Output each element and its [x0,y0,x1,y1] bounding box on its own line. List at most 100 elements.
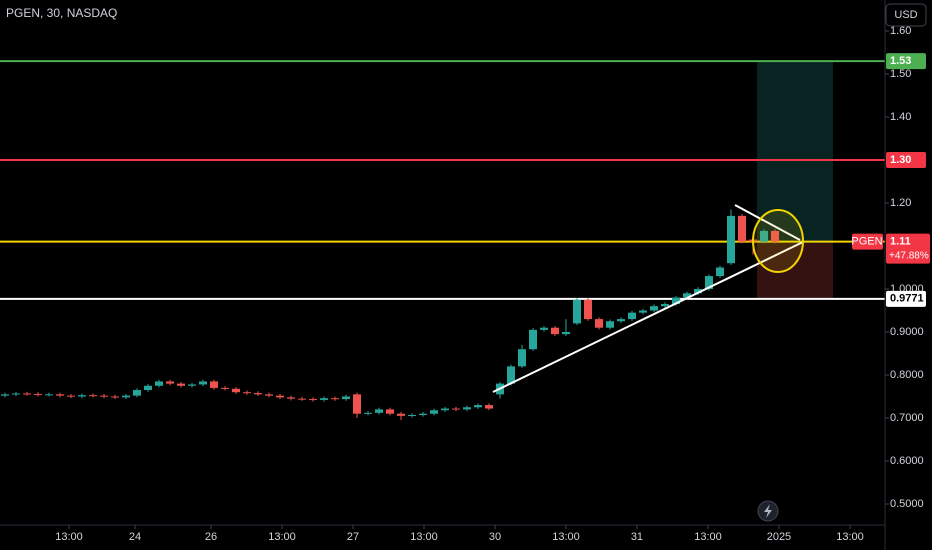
candle-body [66,395,75,397]
level-label: 1.30 [890,154,911,166]
last-price: 1.11 [890,236,911,248]
x-tick-label: 13:00 [410,531,438,543]
y-tick-label: 0.9000 [890,326,924,338]
x-tick-label: 2025 [767,531,791,543]
y-tick-label: 0.7000 [890,412,924,424]
last-price-box [886,233,930,264]
candle-body [11,393,20,395]
candle-body [319,398,328,400]
candle-body [726,215,735,264]
lightning-icon[interactable] [764,504,772,518]
candle-body [506,366,515,384]
candle-body [143,385,152,391]
candle-body [550,327,559,335]
candle-body [418,413,427,415]
candle-body [451,408,460,410]
candle-body [572,299,581,324]
candle-body [187,384,196,386]
x-tick-label: 13:00 [55,531,83,543]
y-tick-label: 1.20 [890,197,911,209]
candle-body [330,398,339,400]
x-tick-label: 31 [631,531,643,543]
x-tick-label: 30 [489,531,501,543]
candle-body [22,393,31,395]
candle-body [55,394,64,396]
candle-body [352,394,361,414]
candle-body [308,399,317,401]
candle-body [594,319,603,328]
candle-body [121,395,130,398]
chart-title: PGEN, 30, NASDAQ [6,6,117,20]
candle-body [0,394,9,396]
x-tick-label: 13:00 [268,531,296,543]
candle-body [517,349,526,367]
candle-body [209,381,218,388]
candle-body [462,407,471,410]
candle-body [715,267,724,277]
candle-body [33,393,42,395]
candle-body [737,215,746,242]
candle-body [374,409,383,413]
x-tick-label: 13:00 [694,531,722,543]
x-tick-label: 24 [129,531,141,543]
candle-body [165,381,174,384]
candle-body [385,409,394,414]
candle-body [132,390,141,396]
y-tick-label: 0.5000 [890,498,924,510]
y-tick-label: 0.8000 [890,369,924,381]
candle-body [198,381,207,385]
candle-body [627,312,636,320]
candle-body [638,310,647,313]
candle-body [660,304,669,307]
candle-body [253,393,262,395]
candle-body [407,414,416,416]
y-tick-label: 1.50 [890,68,911,80]
currency-button[interactable] [885,3,927,27]
candle-body [363,412,372,414]
candle-body [605,321,614,328]
candle-body [286,397,295,399]
candle-body [770,230,779,242]
candle-body [759,230,768,242]
candle-body [484,405,493,409]
level-label: 0.9771 [890,293,924,305]
candle-body [88,395,97,397]
candle-body [682,293,691,298]
candle-body [264,394,273,396]
candle-body [77,395,86,397]
x-tick-label: 13:00 [552,531,580,543]
candle-body [473,405,482,408]
x-tick-label: 13:00 [836,531,864,543]
y-tick-label: 0.6000 [890,455,924,467]
candle-body [649,306,658,311]
candle-body [539,327,548,330]
candle-body [693,288,702,294]
x-tick-label: 27 [347,531,359,543]
candle-body [440,408,449,411]
symbol-tag [852,233,883,250]
candle-body [528,329,537,350]
x-tick-label: 26 [205,531,217,543]
candle-body [616,319,625,322]
candle-body [671,297,680,305]
candle-body [704,276,713,289]
level-label-box [886,151,926,168]
level-label-box [886,290,926,307]
currency-label[interactable]: USD [894,9,917,21]
candle-body [231,388,240,393]
last-change: +47.88% [889,250,929,261]
candle-body [561,331,570,335]
candle-body [176,383,185,386]
level-label-box [886,53,926,70]
candle-body [154,381,163,386]
target-zone [757,62,833,243]
candle-body [583,299,592,320]
symbol-label: PGEN [851,236,882,248]
candle-body [396,413,405,416]
candle-body [220,387,229,389]
candle-body [110,396,119,398]
candle-body [297,398,306,400]
candle-body [429,410,438,414]
